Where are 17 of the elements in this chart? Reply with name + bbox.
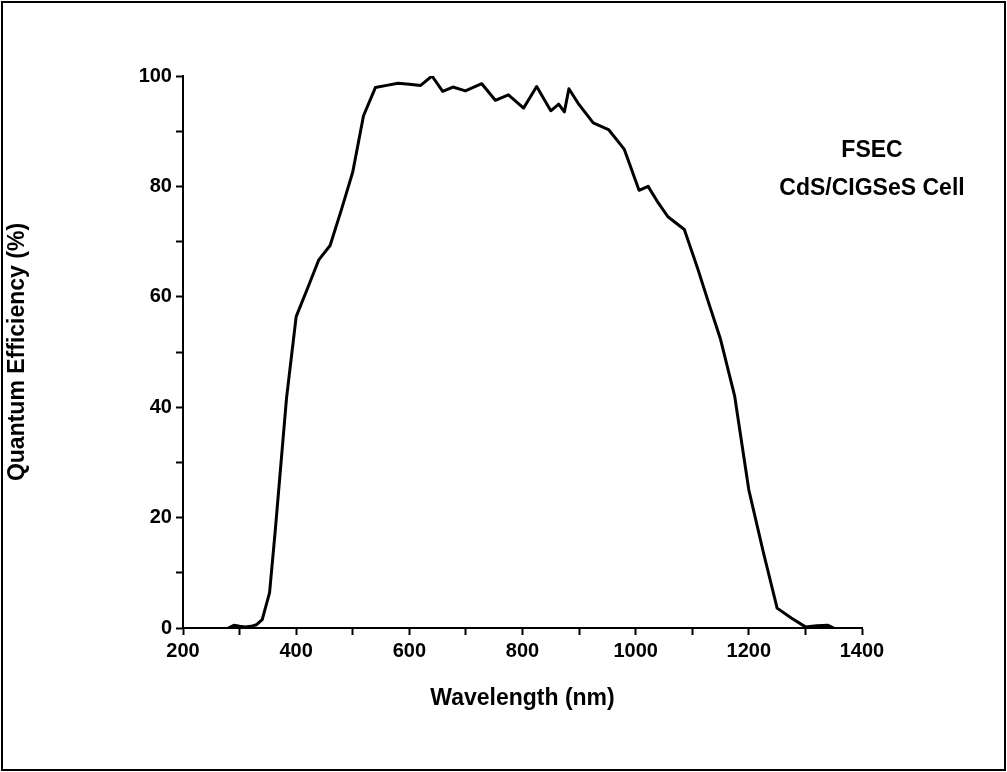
x-tick-label: 400: [279, 638, 313, 661]
x-tick-label: 1400: [839, 638, 885, 661]
y-tick-label: 60: [149, 284, 172, 307]
x-axis-title: Wavelength (nm): [430, 683, 615, 710]
y-tick-label: 0: [160, 615, 172, 638]
y-axis-title: Quantum Efficiency (%): [3, 222, 30, 482]
x-tick-label: 1000: [613, 638, 658, 661]
x-tick-label: 800: [505, 638, 540, 661]
x-tick-label: 600: [392, 638, 427, 661]
x-tick-label: 1200: [726, 638, 772, 661]
y-tick-label: 40: [149, 394, 172, 417]
y-tick-label: 80: [149, 173, 172, 196]
y-tick-label: 100: [138, 63, 172, 86]
annotation: FSEC: [841, 136, 903, 163]
x-tick-label: 200: [166, 638, 200, 661]
y-tick-label: 20: [149, 505, 172, 528]
annotation: CdS/CIGSeS Cell: [779, 174, 965, 201]
